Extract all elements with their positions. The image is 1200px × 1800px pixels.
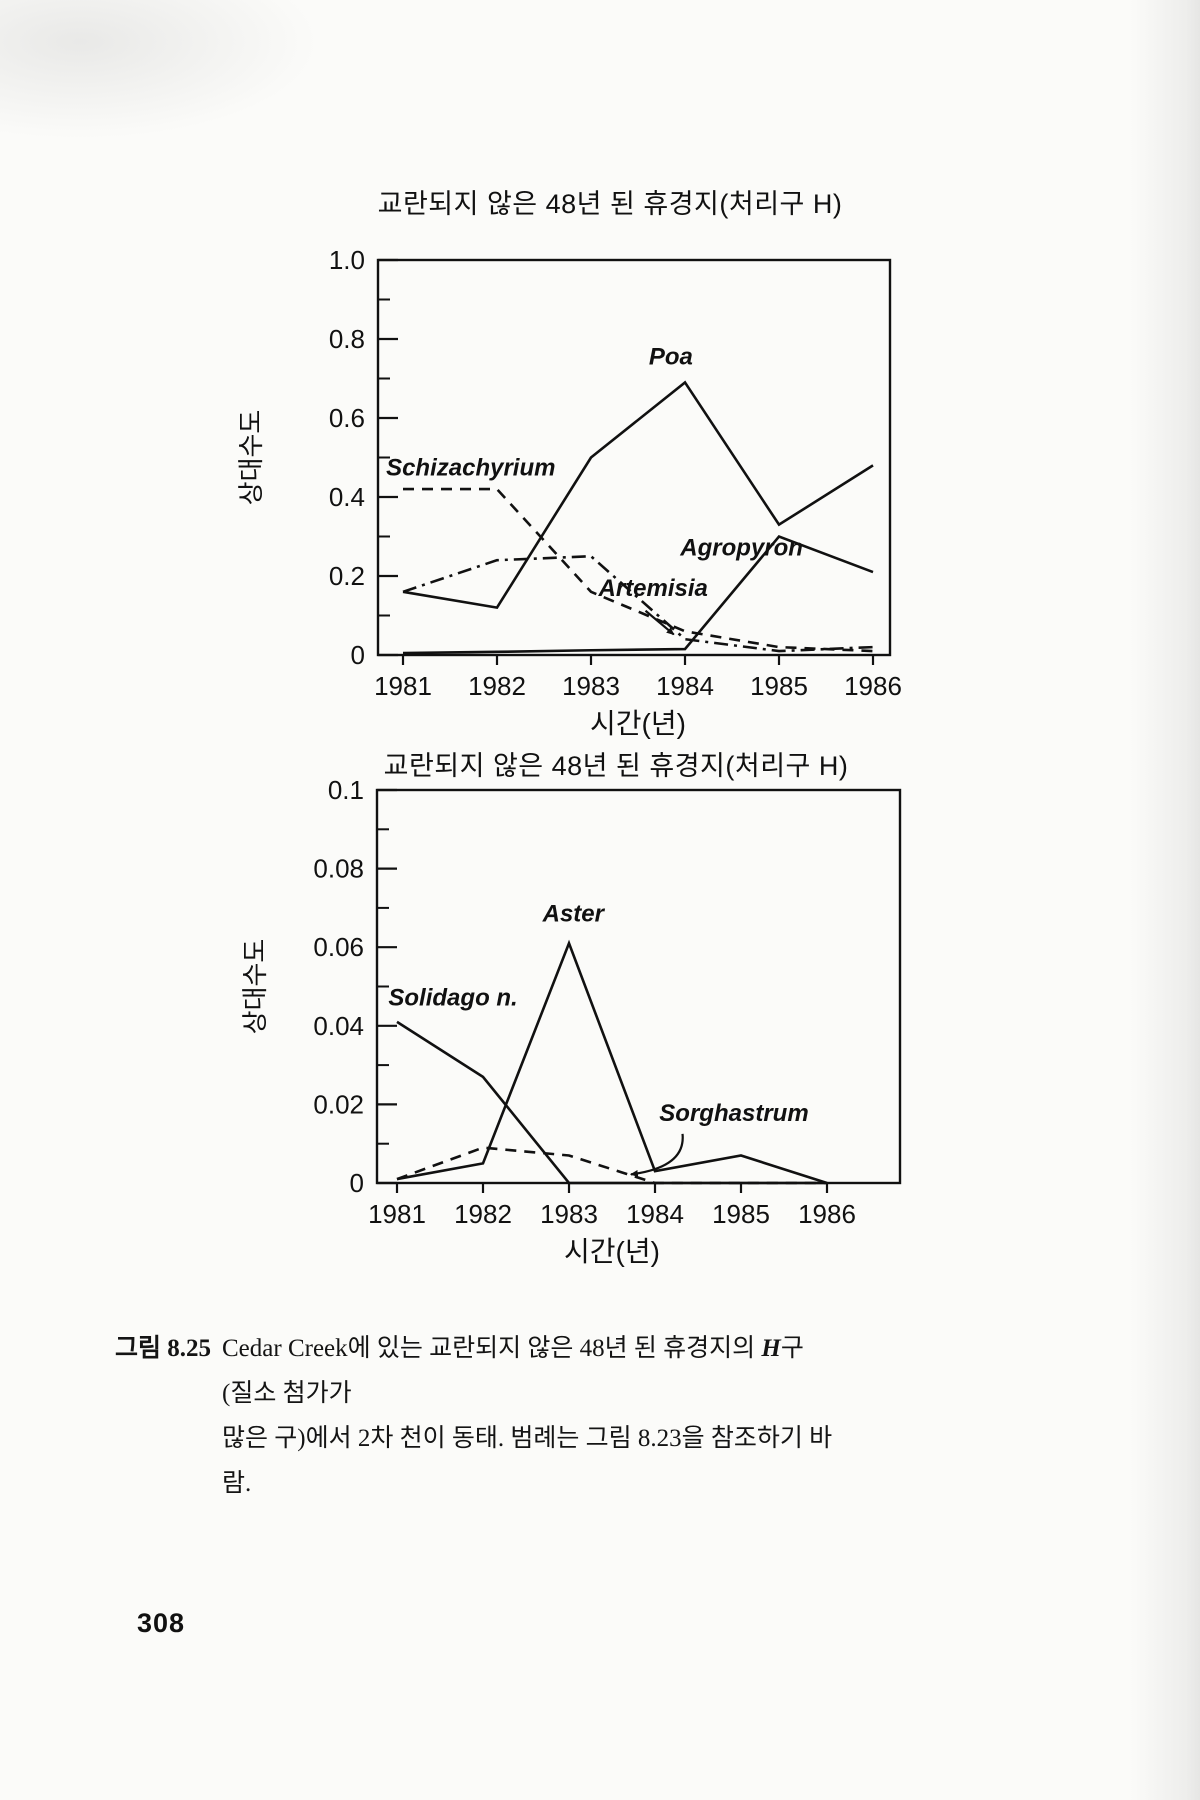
series-line-schizachyrium xyxy=(403,487,874,653)
x-tick-label: 1986 xyxy=(798,1199,856,1229)
x-axis-title: 시간(년) xyxy=(564,1236,660,1267)
caption-label: 그림 8.25 xyxy=(115,1335,212,1362)
y-tick-label: 0.4 xyxy=(329,482,365,512)
bottom-chart-title: 교란되지 않은 48년 된 휴경지(처리구 H) xyxy=(383,751,849,781)
y-tick-label: 0.6 xyxy=(329,403,365,433)
y-axis-title: 상대수도 xyxy=(240,939,270,1035)
y-tick-label: 0 xyxy=(350,1168,364,1198)
scan-artifact-edge xyxy=(1130,0,1200,1800)
bottom-chart: 0 0.02 0.04 0.06 0.08 0.1 1981 1982 1983 1984 1985… xyxy=(240,775,902,1267)
x-tick-label: 1984 xyxy=(656,671,714,701)
series-label-solidago-n: Solidago n. xyxy=(388,984,517,1011)
series-line-aster xyxy=(396,939,828,1185)
x-tick-label: 1981 xyxy=(368,1199,426,1229)
y-tick-label: 0 xyxy=(351,640,365,670)
series-label-schizachyrium: Schizachyrium xyxy=(386,454,555,481)
y-tick-label: 0.2 xyxy=(329,561,365,591)
y-axis-title: 상대수도 xyxy=(236,410,266,506)
caption-line1: Cedar Creek에 있는 교란되지 않은 48년 된 휴경지의 xyxy=(222,1335,762,1362)
x-tick-label: 1985 xyxy=(712,1199,770,1229)
x-tick-label: 1984 xyxy=(626,1199,684,1229)
caption-italic-h: H xyxy=(761,1335,781,1362)
y-tick-label: 0.02 xyxy=(313,1089,364,1119)
caption-line1-tail: 구(질소 첨가가 xyxy=(222,1335,804,1407)
caption-text: Cedar Creek에 있는 교란되지 않은 48년 된 휴경지의 H구(질소… xyxy=(222,1326,835,1506)
y-tick-label: 0.08 xyxy=(313,854,364,884)
series-label-aster: Aster xyxy=(542,901,606,928)
series-line-agropyron xyxy=(402,534,874,655)
caption-line2: 많은 구)에서 2차 천이 동태. 범례는 그림 8.23을 참조하기 바람. xyxy=(222,1425,833,1497)
series-label-poa: Poa xyxy=(649,344,693,371)
x-tick-label: 1983 xyxy=(540,1199,598,1229)
series-label-sorghastrum: Sorghastrum xyxy=(659,1100,808,1127)
annotation-arrow-sorghastrum xyxy=(629,1133,684,1177)
series-line-sorghastrum xyxy=(396,1146,827,1185)
x-tick-label: 1981 xyxy=(374,671,432,701)
y-tick-label: 0.8 xyxy=(329,324,365,354)
top-chart: 0 0.2 0.4 0.6 0.8 1.0 1981 1982 1983 1984 1985 1986… xyxy=(236,245,902,739)
x-tick-label: 1986 xyxy=(844,671,902,701)
series-label-artemisia: Artemisia xyxy=(598,575,708,602)
x-tick-label: 1982 xyxy=(468,671,526,701)
series-line-poa xyxy=(402,380,874,610)
x-tick-label: 1983 xyxy=(562,671,620,701)
annotation-arrow-artemisia xyxy=(644,609,675,636)
y-tick-label: 0.04 xyxy=(313,1011,364,1041)
page-number: 308 xyxy=(137,1608,186,1638)
x-tick-label: 1982 xyxy=(454,1199,512,1229)
y-tick-label: 0.1 xyxy=(328,775,364,805)
top-chart-title: 교란되지 않은 48년 된 휴경지(처리구 H) xyxy=(377,189,843,219)
x-axis-title: 시간(년) xyxy=(590,708,686,739)
scan-artifact-smudge xyxy=(0,0,320,140)
figure-caption: 그림 8.25 Cedar Creek에 있는 교란되지 않은 48년 된 휴경… xyxy=(115,1326,835,1506)
series-label-agropyron: Agropyron xyxy=(679,534,803,561)
x-tick-label: 1985 xyxy=(750,671,808,701)
y-tick-label: 0.06 xyxy=(313,932,364,962)
y-tick-label: 1.0 xyxy=(329,245,365,275)
